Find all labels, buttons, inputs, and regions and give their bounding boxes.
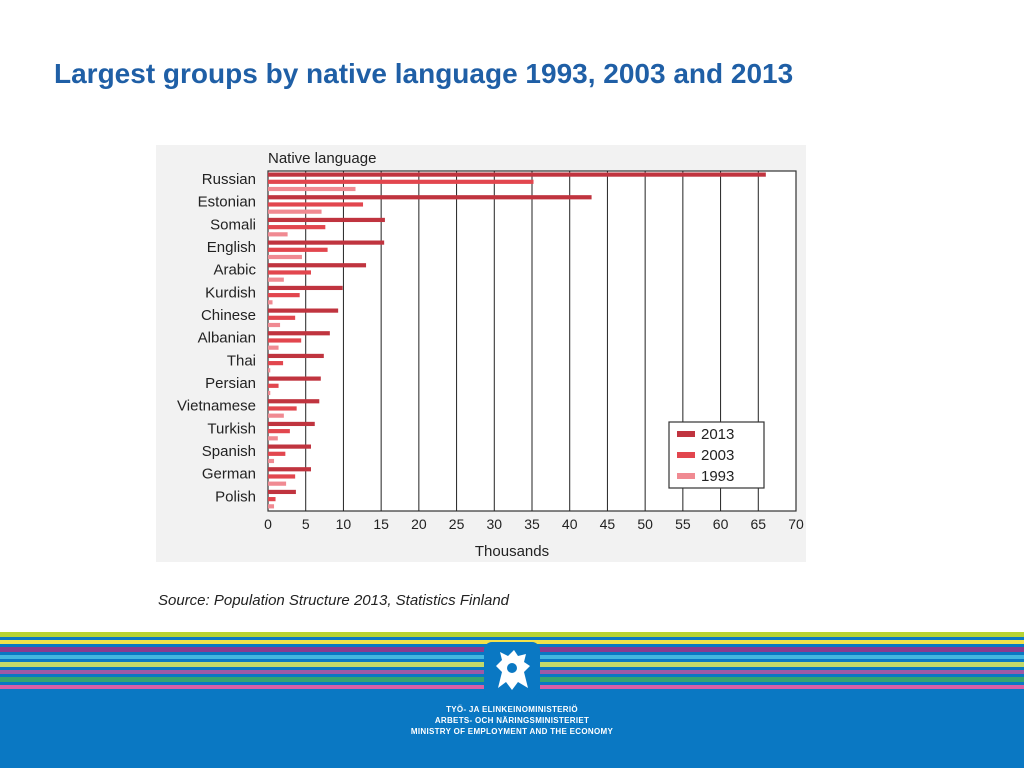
x-tick-label: 30: [486, 516, 502, 532]
category-label: Albanian: [198, 330, 256, 347]
bar-2013: [268, 217, 385, 223]
bar-2013: [268, 421, 315, 427]
bar-2003: [268, 270, 311, 275]
chart-panel: 0 5 10 15 20 25 30 35 40 45 50 55 60 65 70 Native langu…: [156, 145, 806, 562]
legend-label: 1993: [701, 468, 734, 485]
x-tick-label: 35: [524, 516, 540, 532]
x-tick-label: 40: [562, 516, 578, 532]
category-label: Vietnamese: [177, 398, 256, 415]
ministry-name-swedish: ARBETS- OCH NÄRINGSMINISTERIET: [434, 716, 590, 725]
ministry-name-english: MINISTRY OF EMPLOYMENT AND THE ECONOMY: [410, 727, 614, 736]
x-tick-label: 0: [264, 516, 272, 532]
bar-2013: [268, 308, 339, 313]
x-tick-label: 20: [411, 516, 427, 532]
legend-swatch: [677, 473, 695, 479]
x-tick-label: 5: [302, 516, 310, 532]
bar-1993: [268, 481, 287, 486]
x-tick-label: 45: [600, 516, 616, 532]
bar-2013: [268, 195, 592, 200]
bar-2013: [268, 489, 296, 495]
bar-1993: [268, 209, 322, 214]
bar-1993: [268, 300, 273, 305]
bar-2003: [268, 202, 364, 207]
bar-2003: [268, 338, 302, 343]
bar-2003: [268, 361, 284, 366]
x-tick-label: 60: [713, 516, 729, 532]
x-tick-label: 55: [675, 516, 691, 532]
bar-2013: [268, 444, 311, 449]
lion-emblem-icon: [484, 642, 540, 698]
bar-1993: [268, 458, 275, 464]
ministry-footer: TYÖ- JA ELINKEINOMINISTERIÖ ARBETS- OCH …: [0, 632, 1024, 768]
bar-2013: [268, 240, 385, 245]
bar-2003: [268, 225, 326, 230]
bar-1993: [268, 277, 284, 282]
bar-2013: [268, 376, 321, 381]
slide-title: Largest groups by native language 1993, …: [54, 58, 794, 89]
legend-label: 2003: [701, 447, 734, 464]
x-axis-label: Thousands: [475, 543, 549, 560]
category-label: Spanish: [202, 443, 256, 460]
bar-2013: [268, 285, 343, 291]
stripe: [0, 632, 1024, 637]
category-label: German: [202, 466, 256, 483]
category-label: Estonian: [198, 194, 256, 211]
category-label: Russian: [202, 171, 256, 188]
bar-1993: [268, 322, 281, 328]
ministry-name: TYÖ- JA ELINKEINOMINISTERIÖ ARBETS- OCH …: [0, 704, 1024, 737]
bar-1993: [268, 413, 284, 418]
bar-2003: [268, 315, 296, 320]
bar-2003: [268, 293, 300, 298]
bar-2003: [268, 383, 279, 388]
bar-1993: [268, 345, 279, 350]
bar-chart: 0 5 10 15 20 25 30 35 40 45 50 55 60 65 70 Native langu…: [177, 150, 804, 560]
bar-2013: [268, 331, 330, 336]
legend-swatch: [677, 452, 695, 458]
bar-2013: [268, 263, 367, 268]
category-label: Arabic: [213, 262, 256, 279]
bar-2013: [268, 467, 311, 472]
category-label: Polish: [215, 488, 256, 505]
bar-1993: [268, 368, 271, 373]
bar-2013: [268, 353, 324, 359]
bar-2013: [268, 172, 766, 177]
bar-1993: [268, 232, 288, 237]
chart-title: Native language: [268, 150, 376, 167]
x-tick-label: 50: [637, 516, 653, 532]
category-label: Chinese: [201, 307, 256, 324]
x-tick-label: 70: [788, 516, 804, 532]
ministry-name-finnish: TYÖ- JA ELINKEINOMINISTERIÖ: [446, 705, 578, 714]
bar-1993: [268, 186, 356, 192]
bar-2003: [268, 429, 290, 434]
x-tick-label: 10: [336, 516, 352, 532]
x-tick-label: 65: [750, 516, 766, 532]
category-label: Thai: [227, 352, 256, 369]
bar-2003: [268, 497, 276, 502]
source-note: Source: Population Structure 2013, Stati…: [158, 592, 510, 609]
category-label: English: [207, 239, 256, 256]
category-label: Kurdish: [205, 284, 256, 301]
bar-2003: [268, 451, 286, 456]
bar-1993: [268, 390, 271, 396]
category-label: Somali: [210, 216, 256, 233]
bar-2013: [268, 399, 320, 404]
bar-1993: [268, 436, 278, 441]
category-label: Turkish: [207, 420, 256, 437]
x-tick-label: 15: [373, 516, 389, 532]
category-label: Persian: [205, 375, 256, 392]
bar-2003: [268, 406, 297, 411]
bar-1993: [268, 504, 275, 509]
bar-2003: [268, 179, 534, 184]
legend-swatch: [677, 431, 695, 437]
bar-2003: [268, 474, 296, 479]
legend-label: 2013: [701, 426, 734, 443]
bar-2003: [268, 247, 328, 252]
bar-1993: [268, 254, 302, 260]
x-tick-label: 25: [449, 516, 465, 532]
